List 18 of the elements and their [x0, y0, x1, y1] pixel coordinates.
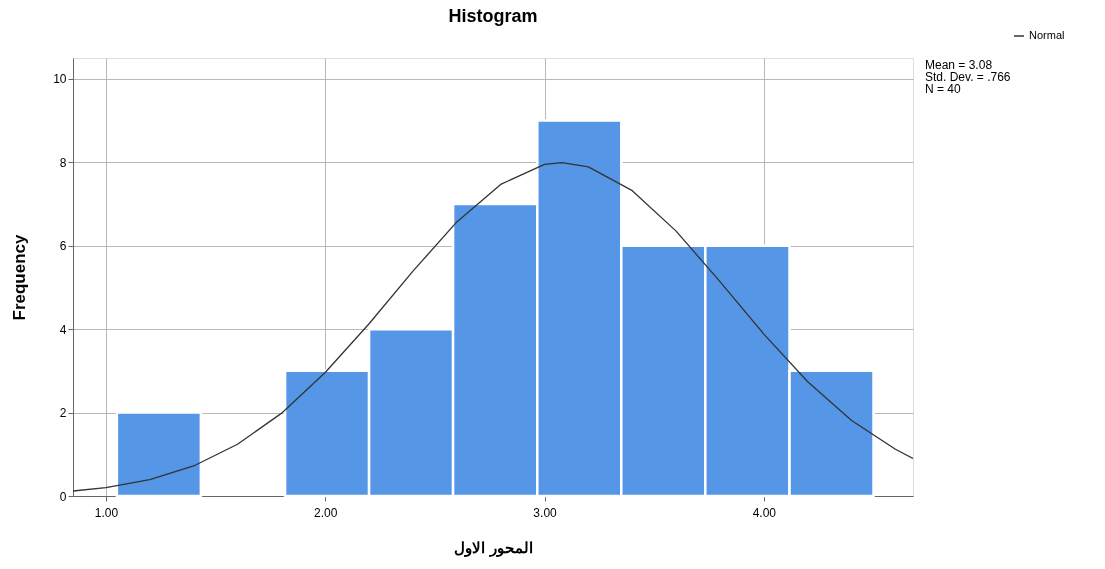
y-tick-label: 2	[59, 406, 67, 421]
chart-title: Histogram	[448, 6, 538, 26]
y-tick-label: 8	[59, 155, 67, 170]
text: N = 40	[925, 82, 962, 96]
y-tick-label: 4	[59, 322, 67, 337]
legend-label: Normal	[1029, 29, 1065, 41]
x-tick-label: 1.00	[94, 505, 119, 520]
x-tick-label: 4.00	[752, 505, 777, 520]
x-tick-label: 3.00	[533, 505, 558, 520]
x-tick-label: 2.00	[314, 505, 338, 520]
y-tick-label: 0	[59, 489, 67, 504]
line-series	[73, 162, 913, 492]
y-tick-label: 10	[53, 72, 67, 87]
x-axis-title: المحور الاول	[454, 538, 533, 557]
y-axis-title: Frequency	[10, 233, 30, 321]
text: Std. Dev. = .766	[925, 70, 1011, 84]
y-tick-label: 6	[59, 239, 67, 254]
text: Mean = 3.08	[925, 58, 993, 72]
